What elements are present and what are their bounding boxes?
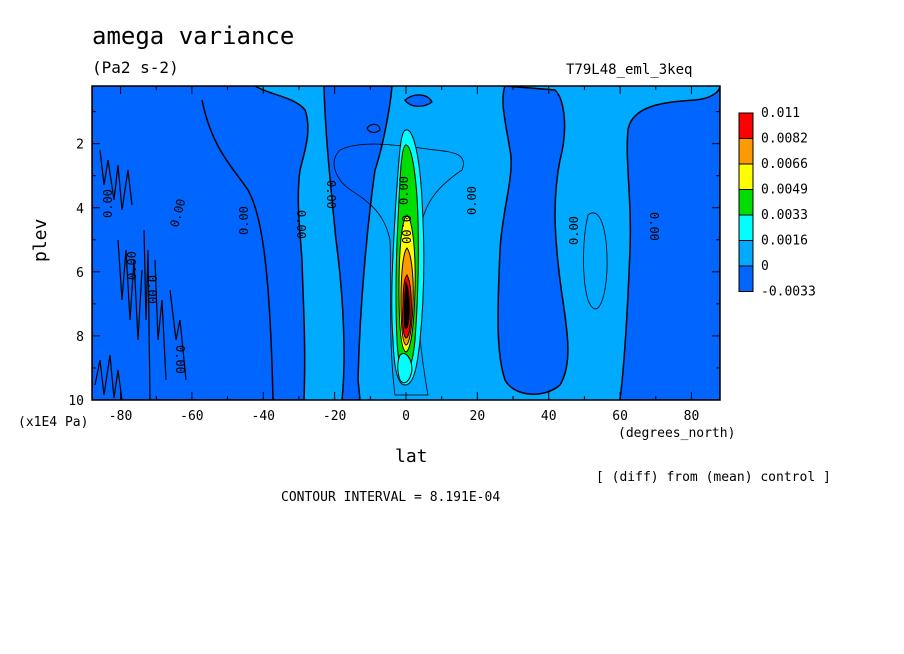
- contour-label: 0.00: [399, 215, 413, 244]
- x-tick-label: 80: [684, 409, 700, 424]
- contour-label: 0.00: [145, 275, 159, 304]
- contour-labels: 0.00 0.00 0.00 0.00 0.00 0.00 0.00 0.00 …: [101, 176, 661, 374]
- colorbar-label: 0.011: [761, 106, 800, 121]
- core-lower-tail: [397, 353, 413, 384]
- contour-label: 0.00: [324, 180, 338, 209]
- chart-title: amega variance: [92, 22, 295, 50]
- negative-blob-upper: [404, 94, 433, 107]
- y-axis-units: (x1E4 Pa): [18, 415, 89, 430]
- contour-label: 0.00: [465, 186, 479, 215]
- negative-region-north: [497, 86, 569, 395]
- y-tick-label: 4: [76, 202, 84, 217]
- x-tick-label: -80: [109, 409, 132, 424]
- negative-region-south-center: [323, 86, 393, 400]
- x-tick-label: 0: [402, 409, 410, 424]
- negative-blob-small: [366, 123, 381, 134]
- x-axis: -80 -60 -40 -20 0 20 40 60 80: [109, 86, 699, 424]
- colorbar-label: -0.0033: [761, 285, 816, 300]
- y-tick-label: 6: [76, 266, 84, 281]
- core-black: [403, 281, 410, 330]
- x-tick-label: 20: [470, 409, 486, 424]
- x-tick-label: 60: [612, 409, 628, 424]
- contour-label: 0.00: [173, 345, 187, 374]
- colorbar-label: 0.0066: [761, 157, 808, 172]
- y-tick-label: 8: [76, 330, 84, 345]
- plot-field: [92, 86, 720, 400]
- y-axis: 2 4 6 8 10: [68, 111, 720, 409]
- contour-label: 0.00: [567, 216, 581, 245]
- chart-units: (Pa2 s-2): [92, 58, 179, 77]
- x-tick-label: 40: [541, 409, 557, 424]
- colorbar-swatch: [738, 112, 754, 139]
- x-tick-label: -60: [180, 409, 203, 424]
- colorbar-label: 0.0082: [761, 132, 808, 147]
- x-tick-label: -40: [252, 409, 275, 424]
- colorbar-swatch: [738, 240, 754, 267]
- x-tick-label: -20: [323, 409, 346, 424]
- southpole-streaks: [94, 149, 187, 400]
- colorbar-label: 0.0016: [761, 234, 808, 249]
- contour-label: 0.00: [647, 212, 661, 241]
- colorbar: 0.011 0.0082 0.0066 0.0049 0.0033 0.0016 0 -0.0…: [738, 106, 816, 300]
- colorbar-swatch: [738, 265, 754, 292]
- colorbar-swatch: [738, 189, 754, 216]
- colorbar-label: 0: [761, 259, 769, 274]
- contour-label: 0.00: [294, 210, 308, 239]
- negative-region-mid-south: [201, 99, 274, 400]
- x-axis-label: lat: [395, 446, 428, 467]
- colorbar-label: 0.0049: [761, 183, 808, 198]
- negative-region-south: [92, 86, 309, 400]
- y-tick-label: 10: [68, 394, 84, 409]
- colorbar-swatch: [738, 214, 754, 241]
- negative-region-northpole: [619, 86, 720, 400]
- diff-note: [ (diff) from (mean) control ]: [596, 470, 831, 485]
- contour-label: 0.00: [397, 176, 411, 205]
- colorbar-swatch: [738, 163, 754, 190]
- x-axis-units: (degrees_north): [618, 426, 736, 441]
- contour-label: 0.00: [101, 189, 115, 218]
- run-label: T79L48_eml_3keq: [566, 62, 693, 78]
- contour-label: 0.00: [125, 251, 139, 280]
- colorbar-swatch: [738, 138, 754, 165]
- colorbar-label: 0.0033: [761, 208, 808, 223]
- contour-interval: CONTOUR INTERVAL = 8.191E-04: [281, 490, 501, 505]
- y-tick-label: 2: [76, 138, 84, 153]
- thin-contour-north: [583, 212, 608, 310]
- contour-label: 0.00: [237, 206, 251, 235]
